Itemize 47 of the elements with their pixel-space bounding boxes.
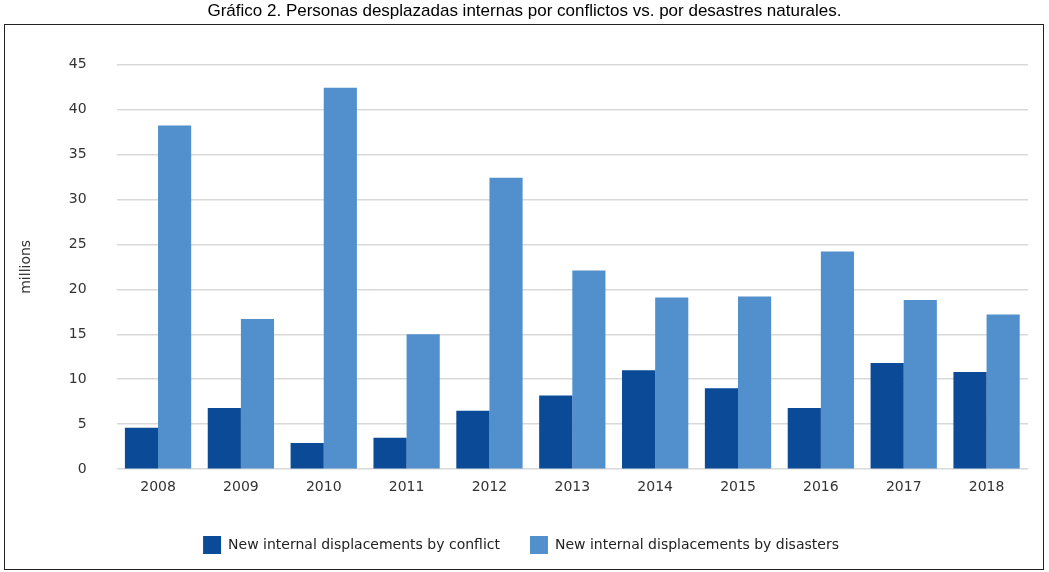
y-tick-label: 30 (68, 189, 87, 206)
bar (986, 314, 1020, 469)
y-axis-title: millions (17, 239, 34, 294)
bar (622, 370, 656, 469)
y-tick-label: 5 (77, 414, 87, 431)
x-tick-label: 2017 (885, 478, 922, 495)
y-tick-label: 20 (68, 279, 87, 296)
y-tick-label: 25 (68, 234, 87, 251)
y-tick-label: 45 (68, 55, 87, 72)
x-tick-label: 2015 (720, 478, 756, 495)
bar (207, 408, 241, 469)
bar (870, 363, 904, 469)
bar (953, 372, 987, 469)
x-tick-label: 2013 (554, 478, 591, 495)
y-tick-label: 0 (77, 459, 87, 476)
bar (240, 318, 275, 469)
chart-title: Gráfico 2. Personas desplazadas internas por conflictos vs. por desastres naturales. (206, 0, 843, 22)
bar (456, 410, 490, 469)
x-tick-label: 2012 (471, 478, 508, 495)
y-tick-label: 10 (68, 369, 87, 386)
bar (489, 177, 523, 469)
x-tick-label: 2014 (637, 478, 674, 495)
x-tick-label: 2008 (140, 478, 176, 495)
bar (738, 296, 772, 469)
bar (373, 437, 407, 469)
bar (655, 297, 689, 469)
y-tick-label: 40 (68, 100, 87, 117)
x-tick-label: 2016 (803, 478, 839, 495)
bar (787, 408, 821, 469)
x-tick-label: 2011 (388, 478, 425, 495)
bar (820, 251, 855, 469)
bar (704, 388, 739, 469)
bar (572, 270, 606, 469)
bar (290, 443, 324, 469)
x-tick-label: 2010 (305, 478, 342, 495)
bar (158, 125, 192, 469)
bar (903, 300, 937, 469)
bar (323, 87, 357, 469)
y-tick-label: 35 (68, 145, 87, 161)
legend-label: New internal displacements by disasters (554, 535, 839, 552)
y-tick-label: 15 (68, 324, 87, 341)
x-tick-label: 2018 (968, 478, 1005, 495)
bar (124, 427, 159, 469)
legend-label: New internal displacements by conflict (228, 535, 501, 552)
bar (406, 334, 440, 469)
bar (539, 395, 573, 469)
x-tick-label: 2009 (223, 478, 259, 495)
